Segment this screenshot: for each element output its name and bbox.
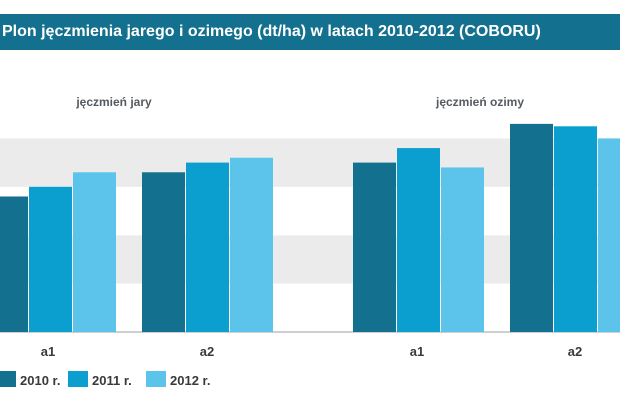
bar	[142, 172, 185, 332]
bar	[397, 148, 440, 332]
bar	[353, 162, 396, 332]
legend-label: 2012 r.	[170, 373, 211, 388]
bar	[73, 172, 116, 332]
bar	[186, 162, 229, 332]
legend-label: 2011 r.	[92, 373, 132, 388]
chart-title: Plon jęczmienia jarego i ozimego (dt/ha)…	[0, 14, 620, 50]
bar	[510, 123, 553, 332]
group-label: jęczmień ozimy	[435, 95, 524, 109]
category-label: a1	[41, 344, 55, 359]
bars	[0, 123, 620, 332]
category-label: a1	[410, 344, 424, 359]
bar	[554, 126, 597, 332]
category-label: a2	[200, 344, 214, 359]
legend-swatch	[68, 371, 88, 387]
group-label: jęczmień jary	[75, 95, 152, 109]
legend-swatch	[0, 371, 16, 387]
bar	[29, 186, 72, 332]
bar	[441, 167, 484, 332]
legend-label: 2010 r.	[20, 373, 61, 388]
legend-swatch	[146, 371, 166, 387]
bar	[0, 196, 28, 332]
legend: 2010 r. 2011 r. 2012 r.	[0, 371, 211, 388]
labels: a1 a2 a1 a2 jęczmień jary jęczmień ozimy	[41, 95, 582, 359]
bar	[598, 138, 620, 332]
bar	[230, 157, 273, 332]
category-label: a2	[568, 344, 582, 359]
